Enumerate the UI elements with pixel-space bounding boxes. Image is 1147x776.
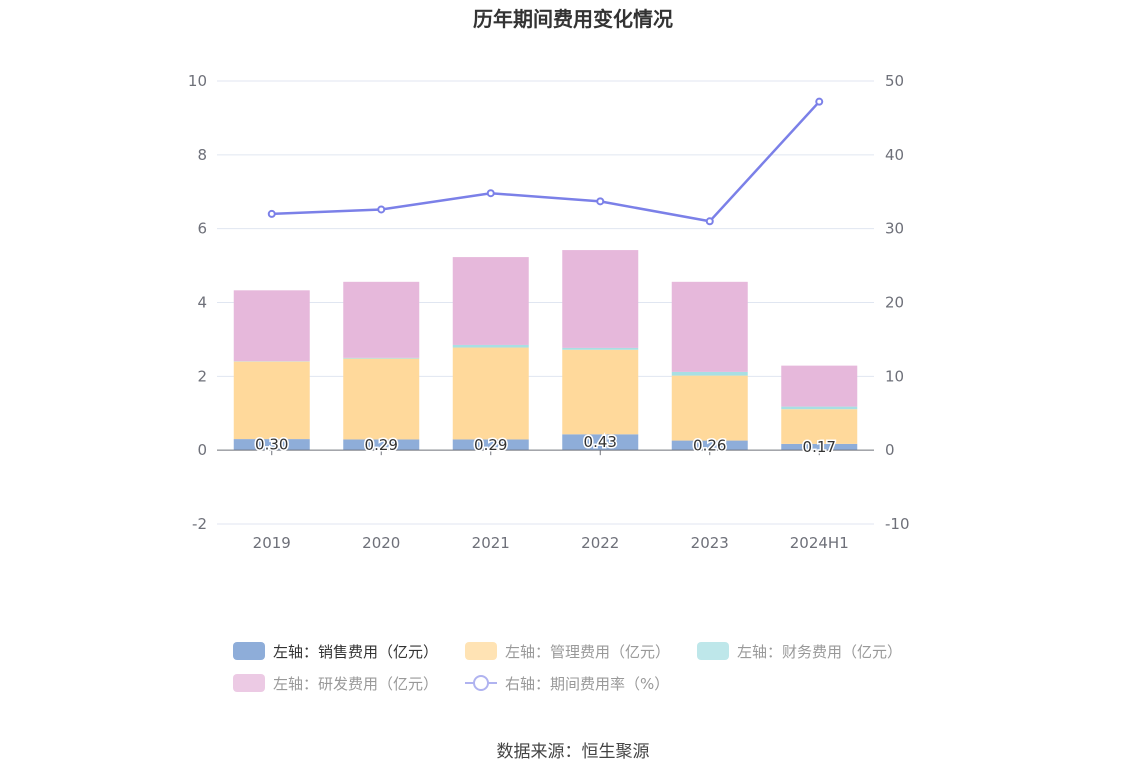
legend-label: 右轴：期间费用率（%） — [505, 675, 669, 693]
bar-segment — [343, 281, 420, 358]
x-tick-label: 2024H1 — [790, 534, 849, 552]
bar-segment — [562, 349, 639, 435]
rate-point — [267, 209, 276, 218]
rate-point — [705, 217, 714, 226]
right-tick-label: 10 — [885, 367, 904, 385]
right-tick-label: 0 — [885, 441, 895, 459]
legend: 左轴：销售费用（亿元） 左轴：管理费用（亿元） 左轴：财务费用（亿元） 左轴：研发费用… — [233, 642, 902, 693]
bar-segment — [233, 361, 310, 440]
bar-segment — [781, 443, 858, 451]
bar-segment — [233, 290, 310, 362]
right-tick-label: -10 — [885, 515, 910, 533]
right-tick-label: 40 — [885, 146, 904, 164]
left-tick-label: 4 — [197, 294, 207, 312]
bar-segment — [781, 406, 858, 410]
rate-point — [596, 197, 605, 206]
bar-value-label: 0.29 — [474, 436, 507, 454]
x-tick-label: 2021 — [472, 534, 510, 552]
bar-segment — [562, 250, 639, 348]
bar-segment — [781, 365, 858, 407]
legend-label: 左轴：销售费用（亿元） — [273, 643, 438, 661]
legend-label: 左轴：研发费用（亿元） — [273, 675, 438, 693]
left-tick-label: 2 — [197, 367, 207, 385]
rate-point — [486, 189, 495, 198]
x-tick-label: 2020 — [362, 534, 400, 552]
bar-segment — [233, 439, 310, 451]
rate-point — [815, 97, 824, 106]
right-axis-ticks: -10 0 10 20 30 40 50 — [885, 72, 910, 533]
left-tick-label: 10 — [188, 72, 207, 90]
bar-segment — [343, 439, 420, 451]
rate-line-series — [267, 97, 824, 226]
bar-value-labels: 0.30 0.29 0.29 0.43 0.26 0.17 — [254, 432, 838, 458]
bar-segment — [452, 344, 529, 348]
right-tick-label: 30 — [885, 220, 904, 238]
bar-series — [233, 250, 858, 451]
bar-value-label: 0.30 — [255, 436, 288, 454]
bar-value-label: 0.26 — [693, 436, 726, 454]
left-axis-ticks: -2 0 2 4 6 8 10 — [188, 72, 207, 533]
rate-line — [271, 100, 821, 223]
left-tick-label: 6 — [197, 220, 207, 238]
legend-swatch — [465, 642, 497, 660]
data-source: 数据来源：恒生聚源 — [497, 742, 650, 762]
bar-segment — [562, 347, 639, 350]
x-axis-ticks: 2019 2020 2021 2022 2023 2024H1 — [253, 450, 849, 552]
bar-segment — [781, 409, 858, 444]
bar-segment — [671, 371, 748, 376]
bar-segment — [671, 281, 748, 372]
bar-segment — [671, 375, 748, 441]
bar-segment — [452, 347, 529, 440]
chart-title: 历年期间费用变化情况 — [473, 7, 673, 31]
bar-segment — [452, 257, 529, 345]
bar-value-label: 0.17 — [803, 438, 836, 456]
bar-segment — [562, 434, 639, 451]
bar-value-label: 0.29 — [365, 436, 398, 454]
legend-swatch — [233, 642, 265, 660]
left-tick-label: -2 — [192, 515, 207, 533]
legend-label: 左轴：财务费用（亿元） — [737, 643, 902, 661]
legend-swatch — [697, 642, 729, 660]
legend-swatch — [233, 674, 265, 692]
bar-segment — [343, 358, 420, 440]
bar-segment — [452, 439, 529, 451]
x-tick-label: 2022 — [581, 534, 619, 552]
rate-point — [377, 205, 386, 214]
bar-segment — [671, 440, 748, 451]
bar-segment — [343, 357, 420, 359]
legend-marker — [473, 675, 489, 691]
x-tick-label: 2019 — [253, 534, 291, 552]
x-tick-label: 2023 — [691, 534, 729, 552]
right-tick-label: 50 — [885, 72, 904, 90]
grid-lines — [217, 80, 874, 525]
legend-label: 左轴：管理费用（亿元） — [505, 643, 670, 661]
bar-value-label: 0.43 — [584, 433, 617, 451]
right-tick-label: 20 — [885, 294, 904, 312]
left-tick-label: 0 — [197, 441, 207, 459]
left-tick-label: 8 — [197, 146, 207, 164]
